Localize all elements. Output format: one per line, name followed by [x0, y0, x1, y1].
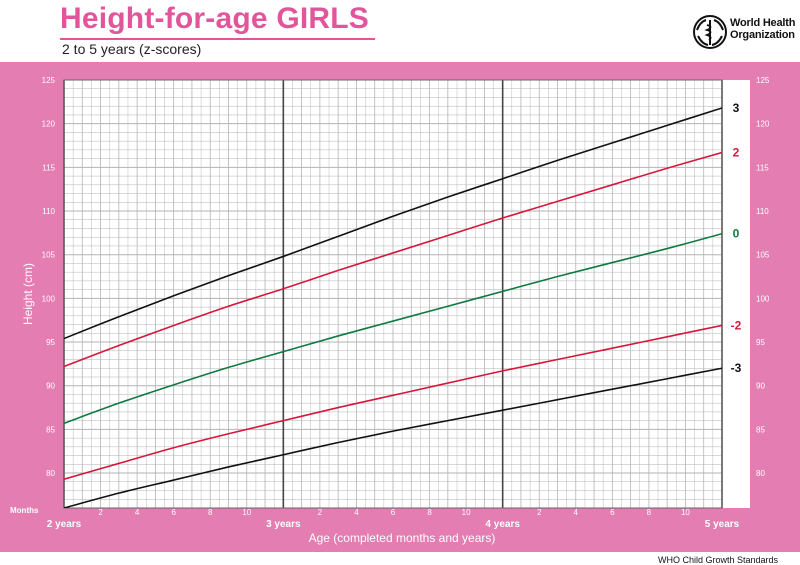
y-tick-label-right: 80	[756, 469, 765, 478]
y-tick-label: 110	[42, 207, 55, 216]
x-tick-label-month: 6	[391, 508, 396, 517]
y-tick-label: 95	[46, 338, 55, 347]
y-tick-label-right: 95	[756, 338, 765, 347]
y-tick-label-right: 125	[756, 76, 770, 85]
x-tick-label-month: 4	[135, 508, 140, 517]
series-line-z-3	[64, 367, 722, 508]
x-ticks-months: 2 4 6 8 10 2 4 6 8 10 2 4 6 8 10	[98, 508, 690, 517]
who-name: World Health Organization	[730, 17, 795, 41]
grid-major	[63, 79, 723, 509]
x-tick-label-month: 8	[208, 508, 213, 517]
series-label-z-2: -2	[731, 318, 742, 332]
y-tick-label-right: 120	[756, 120, 770, 129]
title-rule	[60, 38, 375, 40]
x-tick-label-month: 6	[610, 508, 615, 517]
grid-minor	[64, 79, 722, 509]
y-tick-label: 120	[42, 120, 56, 129]
who-name-line2: Organization	[730, 29, 795, 41]
y-ticks-left: 80 85 90 95 100 105 110 115 120 125	[42, 76, 56, 478]
x-tick-label-month: 4	[354, 508, 359, 517]
y-tick-label-right: 105	[756, 251, 770, 260]
y-tick-label-right: 100	[756, 294, 770, 303]
x-tick-label-month: 10	[681, 508, 690, 517]
y-tick-label: 105	[42, 251, 56, 260]
y-tick-label-right: 110	[756, 207, 769, 216]
x-tick-label-year: 2 years	[47, 519, 82, 530]
x-tick-label-month: 10	[462, 508, 471, 517]
footer-text: WHO Child Growth Standards	[658, 555, 779, 565]
y-tick-label: 80	[46, 469, 55, 478]
series-label-z3: 3	[733, 101, 740, 115]
x-tick-label-month: 2	[98, 508, 103, 517]
chart-subtitle: 2 to 5 years (z-scores)	[62, 41, 202, 57]
x-tick-label-month: 8	[427, 508, 432, 517]
x-tick-label-year: 4 years	[485, 519, 520, 530]
x-tick-label-month: 6	[171, 508, 176, 517]
y-tick-label: 100	[42, 294, 56, 303]
x-tick-label-month: 8	[647, 508, 652, 517]
who-name-line1: World Health	[730, 17, 796, 29]
x-axis-label: Age (completed months and years)	[309, 531, 496, 545]
x-tick-label-month: 2	[318, 508, 323, 517]
series-line-z2	[64, 151, 722, 368]
y-tick-label: 90	[46, 382, 55, 391]
series-label-z0: 0	[733, 227, 740, 241]
series-line-z0	[64, 232, 722, 425]
y-tick-label: 115	[42, 163, 55, 172]
y-tick-label-right: 85	[756, 425, 765, 434]
right-label-strip	[722, 80, 750, 508]
series-labels: 3 2 0 -2 -3	[731, 101, 742, 375]
chart-frame: 80 85 90 95 100 105 110 115 120 125 80 85 90 95 100 10…	[0, 62, 800, 552]
y-ticks-right: 80 85 90 95 100 105 110 115 120 125	[756, 76, 770, 478]
x-tick-label-month: 10	[242, 508, 251, 517]
series-lines	[64, 107, 722, 508]
who-emblem-icon	[693, 15, 727, 49]
months-label: Months	[10, 506, 39, 515]
plot-border	[63, 79, 723, 509]
x-tick-label-year: 5 years	[705, 519, 740, 530]
chart-title: Height-for-age GIRLS	[60, 2, 369, 35]
series-label-z-3: -3	[731, 361, 742, 375]
y-tick-label-right: 90	[756, 382, 765, 391]
y-tick-label-right: 115	[756, 163, 769, 172]
series-label-z2: 2	[733, 145, 740, 159]
series-line-z3	[64, 107, 722, 340]
y-axis-label: Height (cm)	[21, 263, 35, 325]
x-tick-label-month: 2	[537, 508, 542, 517]
y-tick-label: 125	[42, 76, 56, 85]
x-tick-label-year: 3 years	[266, 519, 301, 530]
x-tick-label-month: 4	[574, 508, 579, 517]
x-ticks-years: 2 years 3 years 4 years 5 years	[47, 519, 740, 530]
y-tick-label: 85	[46, 425, 55, 434]
series-line-z-2	[64, 324, 722, 480]
